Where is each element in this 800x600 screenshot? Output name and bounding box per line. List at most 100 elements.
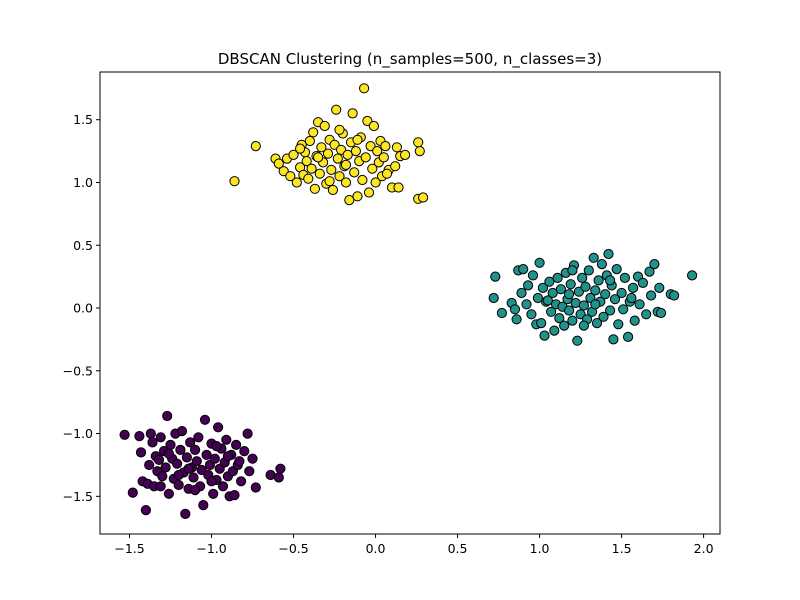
scatter-point — [414, 146, 425, 157]
scatter-point — [360, 152, 371, 163]
scatter-point — [201, 449, 212, 460]
scatter-point — [198, 500, 209, 511]
scatter-point — [199, 414, 211, 425]
scatter-point — [532, 292, 544, 304]
scatter-point — [327, 184, 338, 196]
scatter-point — [629, 315, 640, 326]
scatter-point — [565, 279, 576, 290]
scatter-point — [554, 313, 565, 324]
scatter-point — [309, 183, 320, 194]
scatter-point — [188, 472, 199, 483]
scatter-point — [628, 282, 639, 293]
scatter-point — [555, 284, 567, 295]
scatter-point — [163, 448, 174, 459]
scatter-point — [162, 410, 173, 422]
scatter-point — [247, 453, 258, 464]
scatter-point — [308, 127, 319, 138]
scatter-point — [391, 142, 402, 153]
x-tick-label: 2.0 — [694, 541, 714, 556]
scatter-point — [616, 287, 627, 299]
y-tick-label: 1.0 — [73, 175, 93, 190]
scatter-point — [160, 462, 171, 473]
scatter-point — [176, 426, 188, 437]
y-tick-label: −1.5 — [63, 489, 93, 504]
scatter-point — [588, 252, 599, 263]
scatter-point — [603, 248, 614, 260]
scatter-point — [222, 451, 233, 462]
scatter-point — [418, 192, 429, 203]
scatter-point — [368, 120, 379, 132]
scatter-point — [231, 439, 242, 450]
scatter-point — [342, 149, 353, 160]
scatter-point — [511, 314, 522, 325]
x-axis: −1.5 −1.0 −0.5 0.0 0.5 1.0 1.5 2.0 — [114, 534, 714, 556]
scatter-point — [363, 187, 375, 198]
scatter-point — [488, 292, 499, 304]
scatter-point — [619, 272, 631, 283]
scatter-point — [334, 124, 345, 135]
scatter-point — [135, 447, 147, 458]
scatter-point — [145, 428, 156, 439]
scatter-point — [521, 299, 532, 310]
scatter-point — [527, 270, 539, 281]
x-tick-label: 1.5 — [612, 541, 632, 556]
scatter-point — [185, 437, 196, 448]
scatter-point — [600, 289, 611, 300]
y-axis: −1.5 −1.0 −0.5 0.0 0.5 1.0 1.5 — [63, 112, 100, 504]
scatter-point — [654, 282, 665, 293]
scatter-point — [367, 163, 378, 174]
scatter-point — [641, 309, 652, 320]
scatter-point — [687, 270, 698, 281]
x-tick-label: 0.0 — [366, 541, 386, 556]
scatter-point — [304, 135, 315, 147]
scatter-point — [172, 458, 183, 469]
y-tick-label: 0.0 — [73, 301, 93, 316]
scatter-point — [539, 330, 550, 341]
scatter-point — [537, 282, 549, 293]
scatter-point — [244, 466, 255, 477]
scatter-point — [303, 173, 314, 184]
scatter-point — [191, 456, 202, 467]
scatter-point — [229, 176, 240, 187]
scatter-point — [301, 156, 312, 167]
scatter-point — [288, 149, 299, 160]
scatter-point — [313, 152, 324, 163]
scatter-point — [234, 456, 245, 467]
scatter-point — [593, 275, 604, 286]
scatter-point — [591, 318, 603, 329]
x-tick-label: 1.0 — [530, 541, 550, 556]
scatter-point — [572, 335, 583, 346]
scatter-point — [623, 331, 634, 342]
scatter-point — [649, 259, 660, 270]
scatter-point — [378, 152, 389, 163]
scatter-point — [609, 294, 621, 305]
scatter-point — [544, 276, 555, 287]
scatter-point — [221, 434, 232, 445]
scatter-point — [578, 300, 590, 311]
x-tick-label: 0.5 — [448, 541, 468, 556]
x-tick-label: −1.5 — [114, 541, 144, 556]
scatter-point — [590, 285, 601, 296]
scatter-point — [613, 319, 624, 330]
scatter-point — [211, 441, 222, 452]
scatter-point — [340, 177, 352, 188]
scatter-point — [567, 315, 578, 326]
scatter-point — [669, 290, 680, 301]
scatter-point — [413, 137, 424, 148]
scatter-point — [516, 287, 527, 299]
scatter-point — [644, 266, 655, 277]
scatter-point — [144, 459, 155, 471]
scatter-point — [326, 164, 337, 175]
scatter-point — [559, 320, 570, 331]
scatter-point — [357, 174, 368, 186]
scatter-point — [634, 299, 645, 310]
scatter-point — [564, 289, 575, 300]
scatter-point — [324, 176, 335, 187]
scatter-point — [217, 481, 229, 492]
scatter-point — [147, 437, 158, 448]
scatter-point — [239, 446, 250, 457]
scatter-point — [400, 149, 411, 160]
y-tick-label: 0.5 — [73, 238, 93, 253]
scatter-point — [319, 120, 330, 132]
scatter-point — [518, 264, 529, 275]
